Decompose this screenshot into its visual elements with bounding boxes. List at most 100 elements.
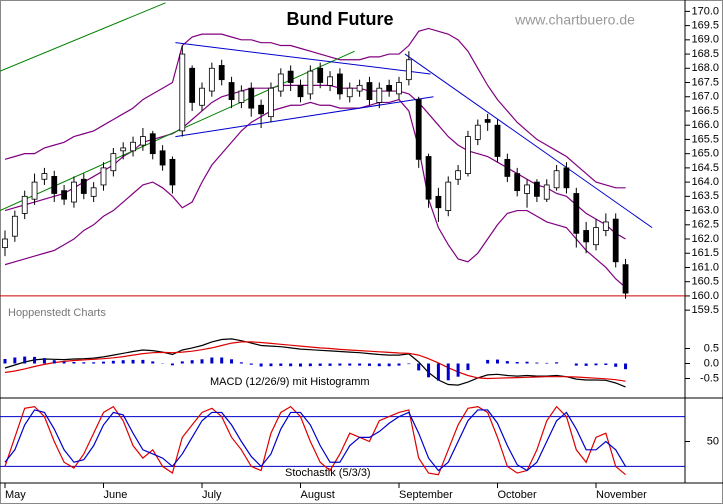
candle-body (248, 87, 255, 109)
histogram-bar (338, 363, 342, 366)
y-tick-label: 163.5 (691, 190, 719, 202)
candle-body (268, 87, 274, 118)
macd-label: MACD (12/26/9) mit Histogramm (210, 376, 370, 388)
histogram-bar (525, 361, 529, 364)
candle-body (484, 119, 491, 123)
y-tick-label: 167.0 (691, 91, 719, 103)
x-tick-label: August (301, 489, 335, 501)
histogram-bar (170, 363, 174, 366)
histogram-bar (515, 362, 519, 364)
candle-body (90, 187, 97, 197)
histogram-bar (289, 363, 293, 367)
candle-body (366, 82, 373, 100)
candle-body (534, 181, 540, 197)
trend-line (175, 96, 434, 138)
candle-body (100, 167, 107, 186)
candle-body (563, 167, 570, 189)
histogram-bar (486, 359, 490, 364)
histogram-bar (496, 359, 499, 364)
histogram-bar (299, 363, 302, 367)
y-tick-label: 50 (707, 435, 719, 447)
trend-line (0, 50, 355, 212)
candle-body (612, 218, 619, 263)
candle-body (415, 99, 422, 160)
candle-body (474, 124, 481, 140)
histogram-bar (200, 359, 204, 364)
histogram-bar (249, 363, 253, 365)
watermark: www.chartbuero.de (514, 12, 635, 28)
x-tick-label: July (202, 489, 222, 501)
candle-body (31, 181, 38, 200)
histogram-bar (417, 363, 421, 371)
y-tick-label: 162.5 (691, 219, 719, 231)
y-tick-label: 164.0 (691, 176, 719, 188)
candle-body (602, 221, 609, 231)
candle-body (228, 82, 235, 100)
histogram-bar (259, 363, 263, 367)
y-tick-label: 165.5 (691, 133, 719, 145)
candle-body (455, 170, 462, 180)
y-tick-label: 168.5 (691, 48, 719, 60)
y-tick-label: 161.5 (691, 247, 719, 259)
chart-title: Bund Future (287, 9, 394, 29)
histogram-bar (614, 363, 618, 367)
histogram-bar (427, 363, 431, 378)
bollinger-band (4, 27, 626, 189)
histogram-bar (230, 359, 234, 364)
histogram-bar (23, 356, 27, 364)
candle-body (553, 170, 560, 189)
histogram-bar (92, 362, 96, 364)
bollinger-band (4, 98, 626, 288)
candle-body (159, 150, 166, 166)
histogram-bar (52, 360, 56, 364)
stochastic-label: Stochastik (5/3/3) (285, 467, 371, 479)
candle-body (435, 195, 442, 209)
candle-body (317, 67, 324, 83)
y-tick-label: 168.0 (691, 62, 719, 74)
candle-body (258, 104, 265, 115)
candle-body (189, 67, 196, 103)
histogram-bar (33, 356, 37, 364)
y-tick-label: 166.0 (691, 119, 719, 131)
histogram-bar (545, 362, 549, 364)
candle-body (199, 87, 205, 106)
candle-body (504, 158, 511, 177)
histogram-bar (131, 359, 135, 364)
trend-line (175, 42, 431, 75)
y-tick-label: 161.0 (691, 261, 719, 273)
histogram-bar (397, 363, 401, 366)
histogram-bar (82, 362, 86, 364)
x-tick-label: June (104, 489, 128, 501)
candle-body (465, 136, 471, 174)
histogram-bar (348, 363, 352, 366)
y-tick-label: 160.5 (691, 276, 719, 288)
y-tick-label: 167.5 (691, 76, 719, 88)
histogram-bar (358, 363, 362, 366)
x-tick-label: November (596, 489, 647, 501)
histogram-bar (436, 363, 440, 381)
candle-body (130, 141, 136, 152)
histogram-bar (535, 362, 539, 364)
histogram-bar (308, 363, 312, 367)
candle-body (524, 184, 530, 194)
candle-body (327, 76, 333, 86)
candle-body (120, 147, 127, 152)
histogram-bar (190, 360, 194, 364)
y-tick-label: 159.5 (691, 304, 719, 316)
histogram-bar (584, 363, 588, 366)
y-tick-label: 164.5 (691, 162, 719, 174)
candle-body (573, 193, 580, 234)
candle-body (179, 53, 186, 132)
histogram-bar (574, 363, 578, 366)
histogram-bar (604, 363, 608, 365)
candle-body (218, 65, 225, 81)
histogram-bar (141, 359, 145, 364)
candle-body (208, 67, 215, 92)
trend-line (404, 53, 653, 229)
candle-body (80, 178, 87, 194)
candle-body (277, 73, 284, 92)
candle-body (445, 181, 452, 211)
